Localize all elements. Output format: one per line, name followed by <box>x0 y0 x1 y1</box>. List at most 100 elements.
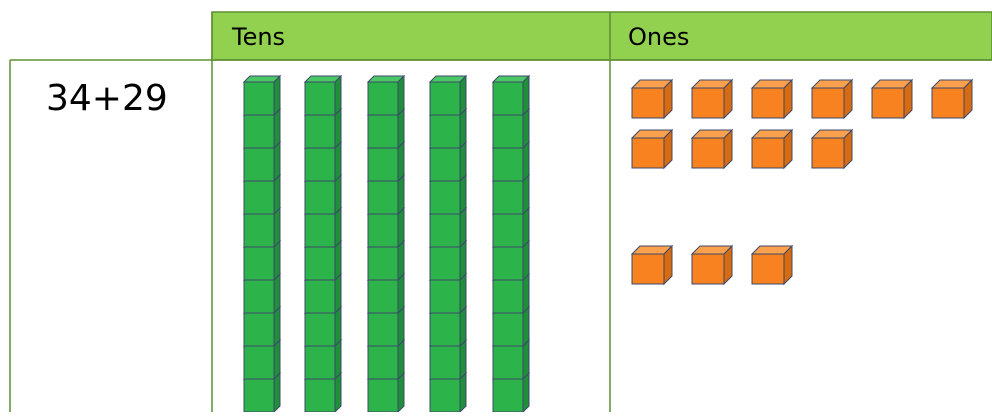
cube-front <box>751 87 785 119</box>
cube-front <box>492 279 524 314</box>
cube-front <box>367 312 399 347</box>
cube-side <box>522 338 530 381</box>
cube-side <box>397 371 405 414</box>
cube-side <box>783 128 793 170</box>
cube-front <box>367 114 399 149</box>
cube-front <box>367 279 399 314</box>
cube-front <box>304 180 336 215</box>
cube-front <box>492 213 524 248</box>
cube-side <box>273 239 281 282</box>
cube-side <box>522 206 530 249</box>
cube-side <box>522 272 530 315</box>
cube-side <box>459 140 467 183</box>
cube-side <box>334 74 342 117</box>
cube-side <box>397 74 405 117</box>
cube-side <box>459 74 467 117</box>
cube-front <box>243 246 275 281</box>
cube-front <box>492 180 524 215</box>
cube-side <box>783 78 793 120</box>
cube-side <box>459 371 467 414</box>
cube-side <box>334 305 342 348</box>
cube-side <box>397 338 405 381</box>
cube-side <box>963 78 973 120</box>
cube-side <box>663 78 673 120</box>
cube-side <box>273 272 281 315</box>
cube-front <box>691 253 725 285</box>
cube-side <box>334 206 342 249</box>
cube-front <box>492 312 524 347</box>
cube-side <box>522 107 530 150</box>
cube-side <box>522 74 530 117</box>
cube-front <box>429 378 461 413</box>
cube-side <box>459 338 467 381</box>
cube-front <box>367 345 399 380</box>
cube-side <box>397 206 405 249</box>
cube-front <box>871 87 905 119</box>
cube-front <box>429 213 461 248</box>
cube-front <box>304 213 336 248</box>
cube-side <box>723 78 733 120</box>
cube-front <box>492 81 524 116</box>
cube-side <box>273 371 281 414</box>
cube-front <box>304 279 336 314</box>
cube-side <box>459 272 467 315</box>
cube-side <box>334 338 342 381</box>
cube-front <box>429 246 461 281</box>
cube-front <box>243 213 275 248</box>
problem: 34+29 <box>46 78 168 119</box>
cube-front <box>243 378 275 413</box>
header-ones: Ones <box>628 23 689 51</box>
cube-side <box>273 140 281 183</box>
cube-front <box>367 180 399 215</box>
cube-side <box>459 206 467 249</box>
cube-front <box>304 378 336 413</box>
cube-front <box>492 246 524 281</box>
cube-side <box>522 239 530 282</box>
cube-front <box>429 279 461 314</box>
cube-side <box>273 107 281 150</box>
cube-front <box>811 87 845 119</box>
cube-front <box>429 81 461 116</box>
cube-side <box>397 239 405 282</box>
cube-side <box>273 74 281 117</box>
header-row <box>211 11 992 61</box>
cube-side <box>273 173 281 216</box>
cube-front <box>367 246 399 281</box>
cube-side <box>334 239 342 282</box>
cube-side <box>723 128 733 170</box>
cube-side <box>522 140 530 183</box>
cube-side <box>459 305 467 348</box>
cube-front <box>931 87 965 119</box>
cube-front <box>492 378 524 413</box>
cube-front <box>304 114 336 149</box>
cube-side <box>397 173 405 216</box>
cube-front <box>492 345 524 380</box>
cube-front <box>631 253 665 285</box>
cube-side <box>522 173 530 216</box>
cube-side <box>459 239 467 282</box>
cube-front <box>811 137 845 169</box>
cube-side <box>663 244 673 286</box>
cube-front <box>243 345 275 380</box>
cube-side <box>783 244 793 286</box>
cube-side <box>397 140 405 183</box>
cube-front <box>751 253 785 285</box>
cube-side <box>459 173 467 216</box>
cube-side <box>334 107 342 150</box>
cube-front <box>367 213 399 248</box>
cube-front <box>691 137 725 169</box>
cube-side <box>843 128 853 170</box>
cube-front <box>243 180 275 215</box>
cube-side <box>522 305 530 348</box>
cube-front <box>243 279 275 314</box>
cube-side <box>903 78 913 120</box>
cube-side <box>397 272 405 315</box>
cube-side <box>522 371 530 414</box>
cube-front <box>691 87 725 119</box>
cube-front <box>429 345 461 380</box>
cube-side <box>459 107 467 150</box>
blocks <box>242 74 974 414</box>
cube-front <box>492 114 524 149</box>
cube-front <box>429 312 461 347</box>
cube-side <box>843 78 853 120</box>
